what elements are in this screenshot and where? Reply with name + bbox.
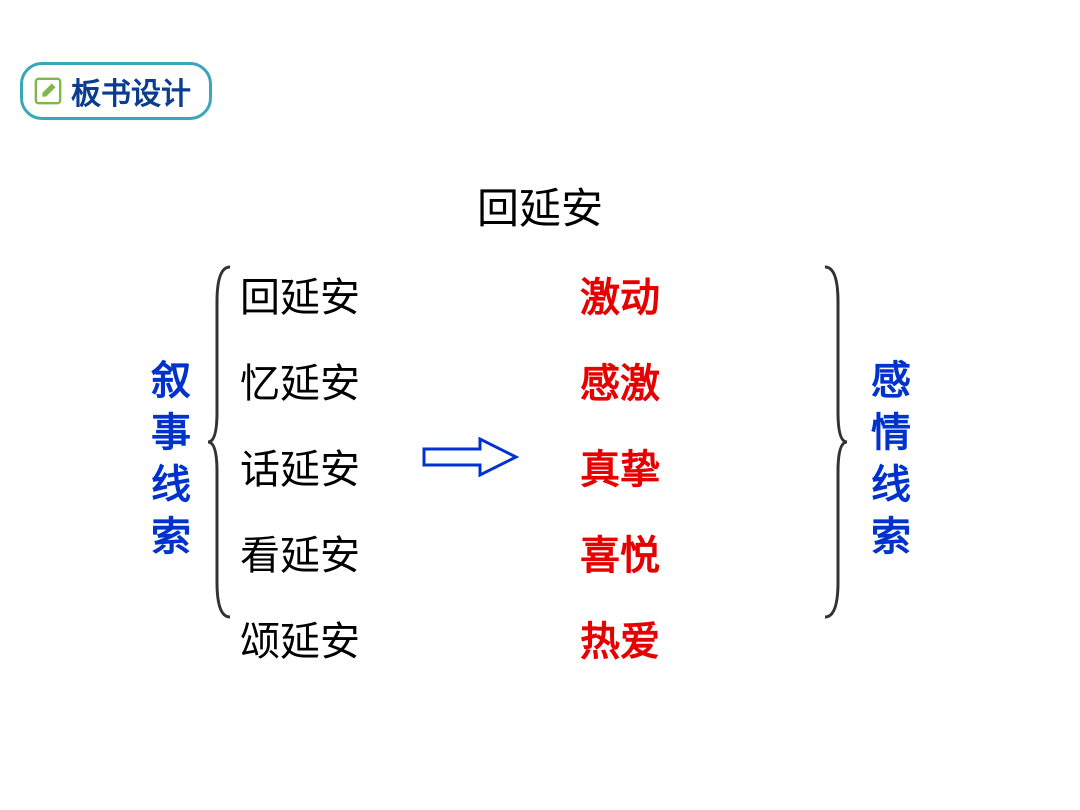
section-badge: 板书设计 <box>20 62 212 120</box>
left-axis-text: 叙事线索 <box>151 358 191 559</box>
right-axis-label: 感情线索 <box>870 355 912 563</box>
concept-diagram: 叙事线索 回延安 忆延安 话延安 看延安 颂延安 激动 感激 真挚 喜悦 热爱 … <box>0 265 1080 665</box>
narrative-item: 回延安 <box>240 265 360 323</box>
emotion-column: 激动 感激 真挚 喜悦 热爱 <box>580 265 660 667</box>
arrow-icon <box>420 435 520 479</box>
emotion-item: 热爱 <box>580 609 660 667</box>
left-axis-label: 叙事线索 <box>150 355 192 563</box>
right-brace-icon <box>820 262 850 622</box>
emotion-item: 激动 <box>580 265 660 323</box>
diagram-title: 回延安 <box>0 175 1080 236</box>
narrative-item: 颂延安 <box>240 609 360 667</box>
emotion-item: 喜悦 <box>580 523 660 581</box>
left-brace-icon <box>205 262 235 622</box>
narrative-item: 忆延安 <box>240 351 360 409</box>
emotion-item: 真挚 <box>580 437 660 495</box>
edit-icon <box>33 76 63 106</box>
narrative-column: 回延安 忆延安 话延安 看延安 颂延安 <box>240 265 360 667</box>
right-axis-text: 感情线索 <box>871 358 911 559</box>
emotion-item: 感激 <box>580 351 660 409</box>
badge-label: 板书设计 <box>71 69 191 113</box>
narrative-item: 话延安 <box>240 437 360 495</box>
narrative-item: 看延安 <box>240 523 360 581</box>
